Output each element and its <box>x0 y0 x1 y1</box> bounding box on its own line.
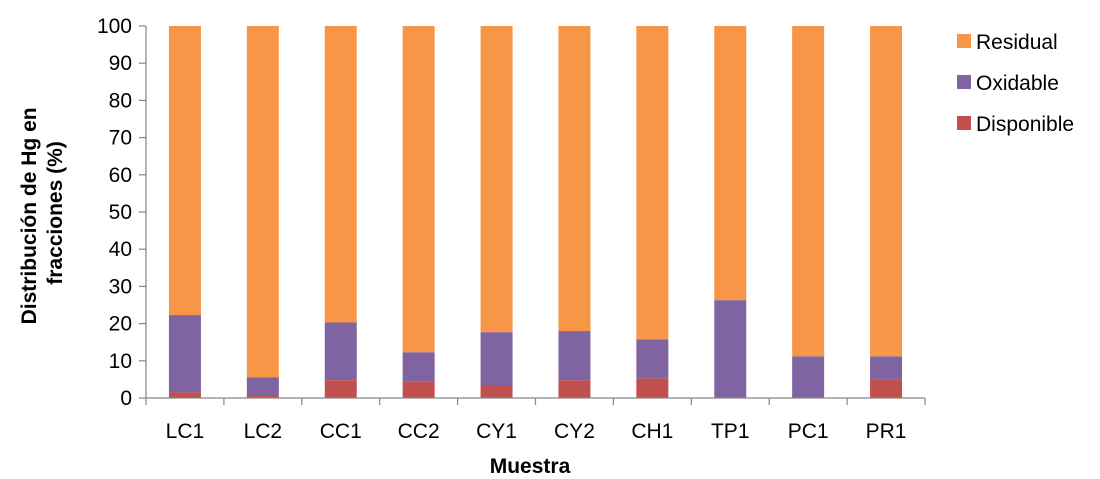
y-tick-label: 0 <box>120 387 132 410</box>
bar-segment-disponible <box>402 381 435 398</box>
bar-segment-residual <box>168 26 201 316</box>
legend-swatch-disponible <box>957 116 971 130</box>
legend: Residual Oxidable Disponible <box>957 31 1074 136</box>
y-tick-label: 20 <box>109 313 132 336</box>
bar-segment-residual <box>246 26 279 378</box>
x-axis: LC1 LC2 CC1 CC2 CY1 CY2 CH1 TP1 PC1 PR1 <box>145 397 926 443</box>
bar-segment-residual <box>870 26 903 357</box>
y-tick-label: 40 <box>109 238 132 261</box>
legend-swatch-oxidable <box>957 75 971 89</box>
bar-segment-oxidable <box>168 315 201 393</box>
bar-segment-oxidable <box>870 356 903 380</box>
y-tick-label: 50 <box>109 201 132 224</box>
bar-segment-disponible <box>324 380 357 398</box>
legend-label-residual: Residual <box>976 31 1058 54</box>
x-tick-label: PC1 <box>788 420 829 443</box>
x-tick-label: PR1 <box>866 420 907 443</box>
x-tick-label: CY2 <box>554 420 595 443</box>
y-tick-label: 60 <box>109 164 132 187</box>
x-tick-label: CC2 <box>398 420 440 443</box>
y-axis-title-line-2: fracciones (%) <box>44 141 67 285</box>
y-tick-label: 10 <box>109 350 132 373</box>
y-tick-label: 30 <box>109 275 132 298</box>
bar-segment-residual <box>402 26 435 353</box>
bar-segment-disponible <box>246 395 279 398</box>
bar-segment-residual <box>636 26 669 340</box>
x-tick-label: CY1 <box>476 420 517 443</box>
bar-segment-residual <box>792 26 825 357</box>
bar-segment-oxidable <box>714 300 747 398</box>
bar-segment-disponible <box>480 384 513 398</box>
bar-segment-disponible <box>870 379 903 398</box>
bars <box>168 26 903 398</box>
bar-segment-oxidable <box>246 377 279 396</box>
x-tick-label: LC1 <box>166 420 205 443</box>
y-axis-title-line-1: Distribución de Hg en <box>18 107 41 324</box>
bar-segment-oxidable <box>558 331 591 381</box>
bar-segment-oxidable <box>480 332 513 385</box>
bar-segment-oxidable <box>792 356 825 398</box>
x-tick-label: CH1 <box>631 420 673 443</box>
y-tick-label: 80 <box>109 89 132 112</box>
legend-label-disponible: Disponible <box>976 113 1074 136</box>
bar-segment-residual <box>480 26 513 333</box>
y-axis: 0 10 20 30 40 50 60 70 80 90 100 <box>97 15 147 410</box>
x-tick-label: TP1 <box>711 420 750 443</box>
bar-segment-residual <box>714 26 747 301</box>
bar-segment-disponible <box>636 378 669 398</box>
bar-segment-disponible <box>168 392 201 398</box>
y-tick-label: 100 <box>97 15 132 38</box>
bar-segment-residual <box>324 26 357 323</box>
bar-segment-disponible <box>558 380 591 398</box>
bar-segment-oxidable <box>402 352 435 382</box>
x-tick-label: LC2 <box>244 420 283 443</box>
x-tick-label: CC1 <box>320 420 362 443</box>
y-tick-label: 70 <box>109 127 132 150</box>
legend-swatch-residual <box>957 34 971 48</box>
x-axis-title: Muestra <box>490 455 571 478</box>
bar-segment-residual <box>558 26 591 332</box>
legend-label-oxidable: Oxidable <box>976 72 1059 95</box>
bar-segment-oxidable <box>636 339 669 379</box>
y-tick-label: 90 <box>109 52 132 75</box>
y-axis-title: Distribución de Hg en fracciones (%) <box>18 102 67 325</box>
bar-segment-oxidable <box>324 322 357 381</box>
